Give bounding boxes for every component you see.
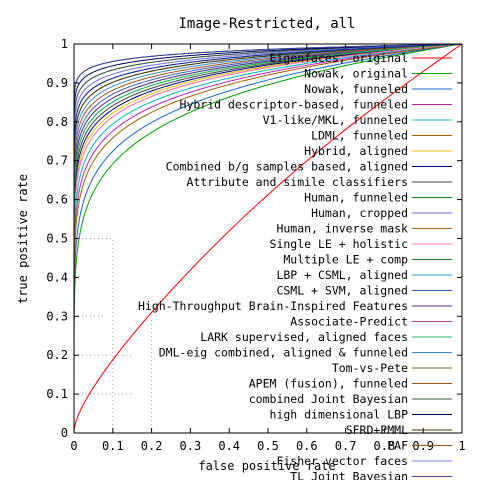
legend-label: Combined b/g samples based, aligned	[166, 160, 408, 174]
legend-label: Fisher vector faces	[276, 454, 408, 468]
series-line-29	[73, 43, 463, 433]
series-line-3	[73, 43, 463, 433]
x-tick-label: 0.2	[141, 439, 163, 453]
series-line-2	[73, 43, 463, 433]
legend-label: Human, inverse mask	[276, 222, 408, 236]
legend-label: Nowak, funneled	[304, 82, 408, 96]
x-tick-label: 0.8	[374, 439, 396, 453]
y-tick-label: 0.8	[46, 115, 68, 129]
legend-label: combined Joint Bayesian	[249, 392, 408, 406]
x-tick-label: 1	[458, 439, 465, 453]
series-line-23	[73, 43, 463, 433]
y-axis-label: true positive rate	[16, 174, 30, 304]
y-tick-label: 1	[61, 37, 68, 51]
legend-label: High-Throughput Brain-Inspired Features	[138, 299, 408, 313]
legend-label: Hybrid, aligned	[304, 144, 408, 158]
tick-layer: 0 0.1 0.2 0.3 0.4 0.5 0.6 0.7 0.8 0.9 1 0 0.1 0.2 0.3 0…	[46, 37, 465, 453]
series-line-1	[73, 43, 463, 434]
series-line-28	[73, 43, 463, 433]
series-line-24	[73, 43, 463, 433]
legend-label: Nowak, original	[304, 67, 408, 81]
y-tick-label: 0.3	[46, 309, 68, 323]
legend-label: Multiple LE + comp	[283, 253, 408, 267]
legend-label: PAF	[387, 439, 408, 453]
legend-label: LARK supervised, aligned faces	[200, 330, 408, 344]
x-tick-label: 0	[70, 439, 77, 453]
legend-label: Eigenfaces, original	[270, 51, 408, 65]
y-tick-label: 0.2	[46, 348, 68, 362]
legend-label: Human, funneled	[304, 191, 408, 205]
legend-label: high dimensional LBP	[270, 408, 409, 422]
legend-label: DML-eig combined, aligned & funneled	[159, 346, 408, 360]
y-tick-label: 0.4	[46, 270, 68, 284]
x-axis-label: false positive rate	[198, 459, 335, 473]
legend-label: V1-like/MKL, funneled	[263, 113, 408, 127]
series-line-6	[73, 43, 463, 433]
legend-label: CSML + SVM, aligned	[276, 284, 408, 298]
series-line-22	[73, 43, 463, 433]
legend-label: Attribute and simile classifiers	[186, 175, 408, 189]
legend: Eigenfaces, original Nowak, originalNowak…	[138, 51, 452, 480]
y-tick-label: 0.1	[46, 387, 68, 401]
series-line-17	[73, 43, 463, 433]
series-line-8	[73, 43, 463, 433]
y-tick-label: 0.6	[46, 193, 68, 207]
x-tick-label: 0.7	[335, 439, 357, 453]
series-line-7	[73, 43, 463, 433]
legend-label: SFRD+PMML	[346, 423, 408, 437]
x-tick-label: 0.6	[296, 439, 318, 453]
series-line-16	[73, 43, 463, 433]
y-tick-label: 0	[61, 426, 68, 440]
legend-label: LBP + CSML, aligned	[276, 268, 408, 282]
x-tick-label: 0.5	[257, 439, 279, 453]
series-line-13	[73, 43, 463, 433]
series-line-19	[73, 43, 463, 433]
x-tick-label: 0.4	[218, 439, 240, 453]
legend-label: TL Joint Bayesian	[290, 470, 408, 480]
series-line-25	[73, 43, 463, 433]
series-line-5	[73, 43, 463, 433]
series-line-9	[73, 43, 463, 433]
legend-label: Human, cropped	[311, 206, 408, 220]
legend-label: Associate-Predict	[290, 315, 408, 329]
series-line-4	[73, 43, 463, 433]
legend-label: Tom-vs-Pete	[332, 361, 408, 375]
legend-label: Hybrid descriptor-based, funneled	[180, 98, 408, 112]
x-tick-label: 0.3	[180, 439, 202, 453]
x-tick-label: 0.1	[102, 439, 124, 453]
series-line-20	[73, 43, 463, 433]
y-tick-label: 0.7	[46, 154, 68, 168]
y-tick-label: 0.5	[46, 232, 68, 246]
y-tick-label: 0.9	[46, 76, 68, 90]
series-line-27	[73, 43, 463, 433]
legend-label: Single LE + holistic	[270, 237, 408, 251]
legend-label: LDML, funneled	[311, 129, 408, 143]
grid-layer	[74, 238, 153, 433]
chart-title: Image-Restricted, all	[178, 16, 355, 32]
legend-label: APEM (fusion), funneled	[249, 377, 408, 391]
series-layer	[73, 43, 463, 434]
